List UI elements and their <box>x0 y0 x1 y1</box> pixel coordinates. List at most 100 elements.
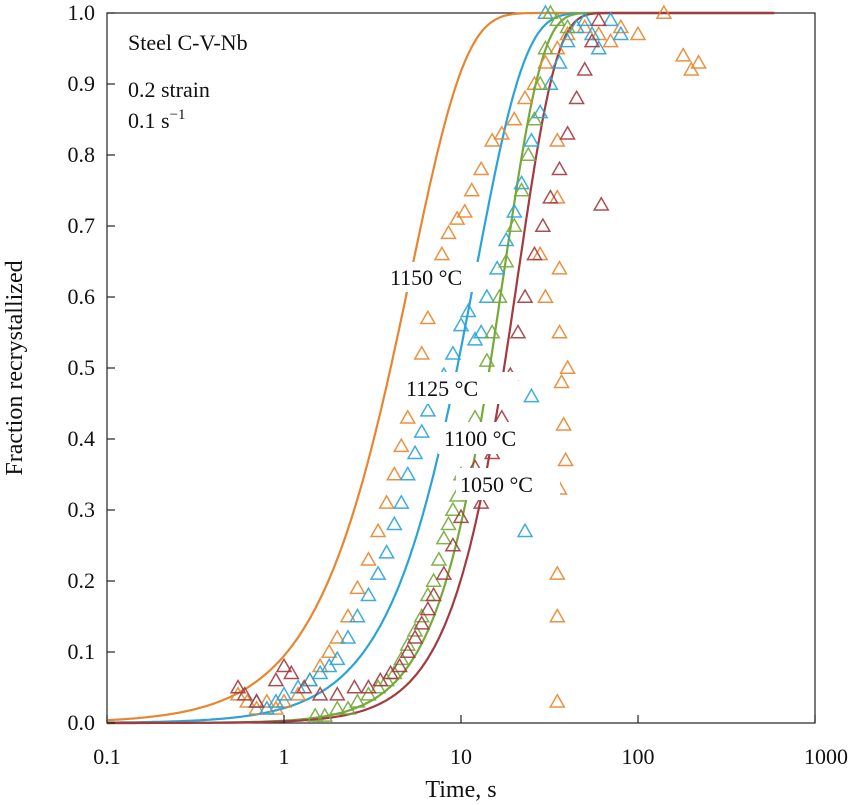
data-point <box>360 678 377 694</box>
data-point <box>559 25 576 41</box>
data-point <box>433 245 451 261</box>
y-axis-title: Fraction recrystallized <box>2 260 28 475</box>
data-point <box>472 160 490 176</box>
curve-label-1150-text: 1150 °C <box>390 265 462 290</box>
data-point <box>393 494 410 509</box>
data-point <box>406 622 424 637</box>
data-point <box>339 607 357 623</box>
data-point <box>549 39 566 55</box>
data-point <box>526 110 543 126</box>
curve-label-1150: 1150 °C <box>387 262 485 292</box>
data-point <box>466 331 484 346</box>
plot-frame <box>106 12 816 724</box>
data-point <box>267 693 285 708</box>
fit-curve <box>107 11 775 724</box>
data-point <box>576 11 594 27</box>
data-point <box>553 373 570 389</box>
data-point <box>378 544 395 559</box>
data-point <box>537 288 554 303</box>
data-point <box>602 11 619 27</box>
data-point <box>295 678 313 694</box>
fit-curve <box>107 11 775 725</box>
data-point <box>549 11 566 27</box>
data-point <box>576 18 594 34</box>
data-point <box>523 387 540 403</box>
data-point <box>505 217 523 232</box>
data-point <box>406 629 424 644</box>
data-point <box>551 160 568 176</box>
data-point <box>238 693 256 708</box>
y-tick-label: 1.0 <box>68 0 96 25</box>
data-point <box>491 288 508 303</box>
data-point <box>393 650 410 666</box>
data-point <box>478 288 496 303</box>
data-point <box>452 316 470 332</box>
data-point <box>483 323 501 339</box>
data-point <box>568 18 585 34</box>
data-point <box>399 465 417 481</box>
y-tick-label: 0.1 <box>68 639 96 664</box>
data-point <box>248 700 265 715</box>
data-point <box>229 678 247 694</box>
data-point <box>413 615 431 630</box>
data-point <box>320 643 338 658</box>
data-point <box>399 643 417 658</box>
data-point <box>267 700 285 715</box>
data-point <box>549 132 566 147</box>
annotation-steel: Steel C-V-Nb <box>128 30 248 55</box>
data-point <box>559 359 576 374</box>
data-point <box>520 146 537 161</box>
x-tick-label: 1000 <box>804 744 848 769</box>
data-point <box>283 664 300 680</box>
data-point <box>419 402 437 417</box>
data-point <box>497 252 515 268</box>
data-point <box>516 288 534 303</box>
data-point <box>674 47 692 62</box>
data-point <box>551 323 568 339</box>
annotation-block: Steel C-V-Nb 0.2 strain 0.1 s−1 <box>128 30 248 133</box>
data-point <box>349 579 366 595</box>
data-point <box>590 11 608 27</box>
data-point <box>531 103 549 119</box>
data-point <box>549 607 566 623</box>
data-point <box>399 409 417 424</box>
x-tick-label: 0.1 <box>93 744 121 769</box>
data-point <box>534 217 552 232</box>
data-point <box>339 700 357 715</box>
data-point <box>393 437 410 453</box>
data-point <box>497 231 515 247</box>
data-point <box>369 522 387 538</box>
data-point <box>682 61 700 76</box>
data-point <box>612 25 630 41</box>
data-point <box>328 700 346 715</box>
data-point <box>483 132 501 147</box>
data-point <box>583 32 601 48</box>
curve-label-1050: 1050 °C <box>456 468 560 500</box>
data-point <box>576 61 594 76</box>
data-point <box>316 707 334 722</box>
data-point <box>349 607 366 623</box>
data-point <box>568 89 585 105</box>
data-point <box>629 25 647 41</box>
data-point <box>369 565 387 580</box>
data-point <box>413 423 431 438</box>
data-point <box>378 494 395 509</box>
data-point <box>516 522 534 538</box>
data-point <box>602 32 619 48</box>
fit-curve <box>107 11 775 725</box>
data-point <box>463 181 481 197</box>
data-point <box>301 671 319 687</box>
y-tick-label: 0.9 <box>68 71 96 96</box>
curve-label-1050-text: 1050 °C <box>460 472 533 497</box>
data-point <box>339 629 357 644</box>
data-point <box>328 686 346 701</box>
data-point <box>248 693 265 708</box>
data-point <box>289 686 307 701</box>
data-point <box>386 515 403 531</box>
data-point <box>592 196 610 211</box>
data-point <box>513 181 530 197</box>
data-point <box>448 210 466 225</box>
data-point <box>440 515 457 531</box>
y-tick-label: 0.2 <box>68 568 96 593</box>
